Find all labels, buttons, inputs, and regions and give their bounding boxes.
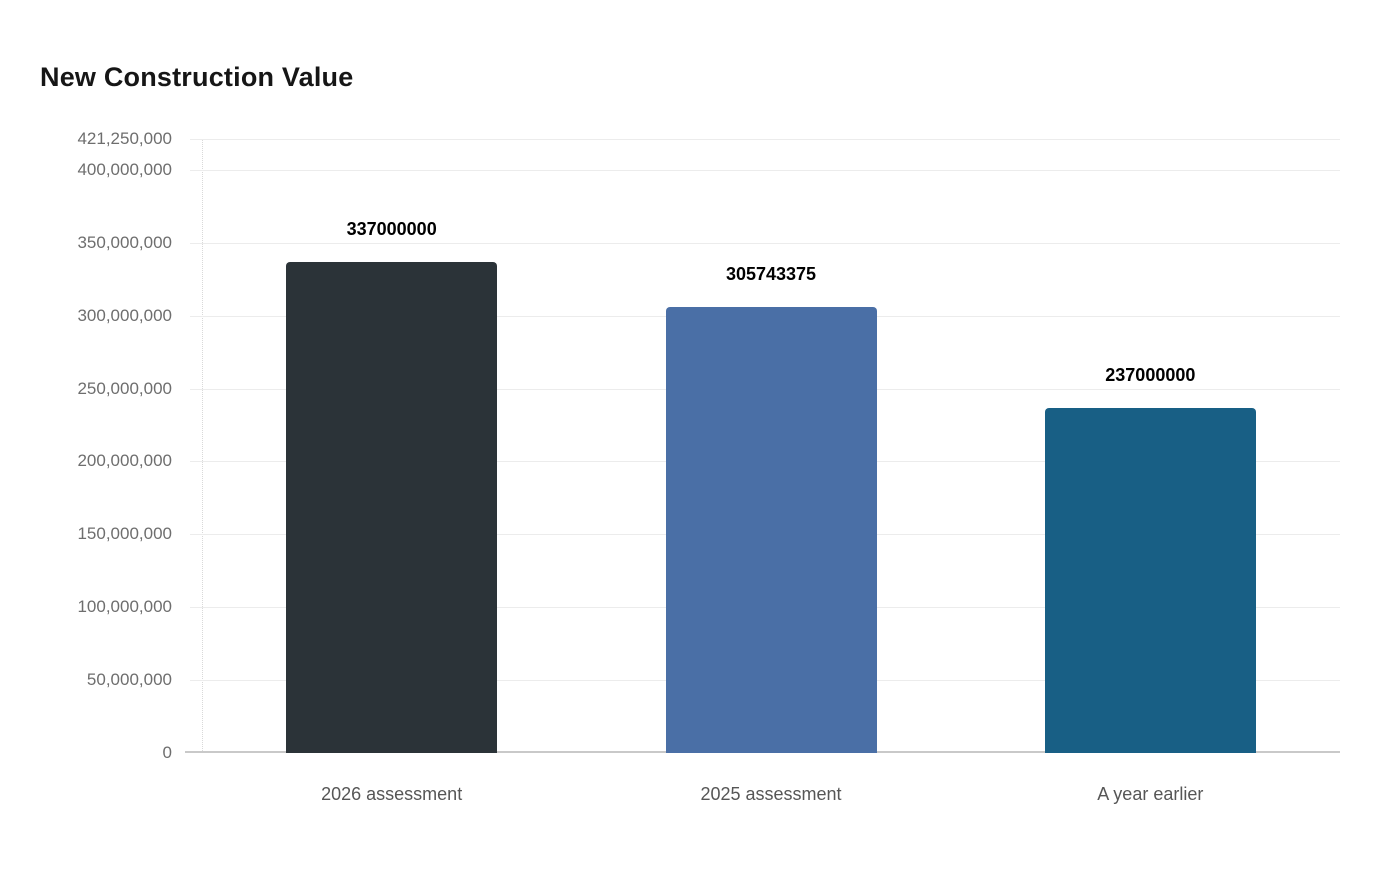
bar-value-label: 337000000	[346, 218, 437, 239]
y-axis-line	[202, 139, 203, 753]
y-axis: 421,250,000 400,000,000 350,000,000 300,000…	[0, 129, 172, 762]
gridline	[190, 169, 1340, 171]
gridline	[190, 139, 1340, 140]
plot-area: 337000000 305743375 237000000	[185, 139, 1340, 753]
y-tick-label: 400,000,000	[77, 159, 172, 179]
y-tick-label: 421,250,000	[77, 129, 172, 148]
bar-2[interactable]	[665, 307, 877, 753]
chart-title: New Construction Value	[40, 62, 354, 92]
y-tick-label: 200,000,000	[77, 451, 172, 471]
bar-value-label: 305743375	[725, 264, 817, 285]
y-tick-label: 350,000,000	[77, 232, 172, 252]
x-axis: 2026 assessment 2025 assessment A year ear…	[202, 753, 1340, 813]
gridline	[190, 242, 1340, 244]
bar-3[interactable]	[1044, 407, 1256, 753]
bar-value-label: 237000000	[1105, 364, 1196, 385]
x-tick-label: 2025 assessment	[700, 784, 842, 804]
y-tick-label: 100,000,000	[77, 597, 172, 617]
y-tick-label: 0	[162, 743, 172, 762]
y-tick-label: 50,000,000	[86, 670, 172, 690]
x-tick-label: A year earlier	[1097, 784, 1204, 804]
x-tick-label: 2026 assessment	[321, 784, 463, 804]
y-tick-label: 150,000,000	[77, 524, 172, 544]
y-tick-label: 300,000,000	[77, 305, 172, 325]
bar-1[interactable]	[286, 261, 498, 753]
y-tick-label: 250,000,000	[77, 378, 172, 398]
